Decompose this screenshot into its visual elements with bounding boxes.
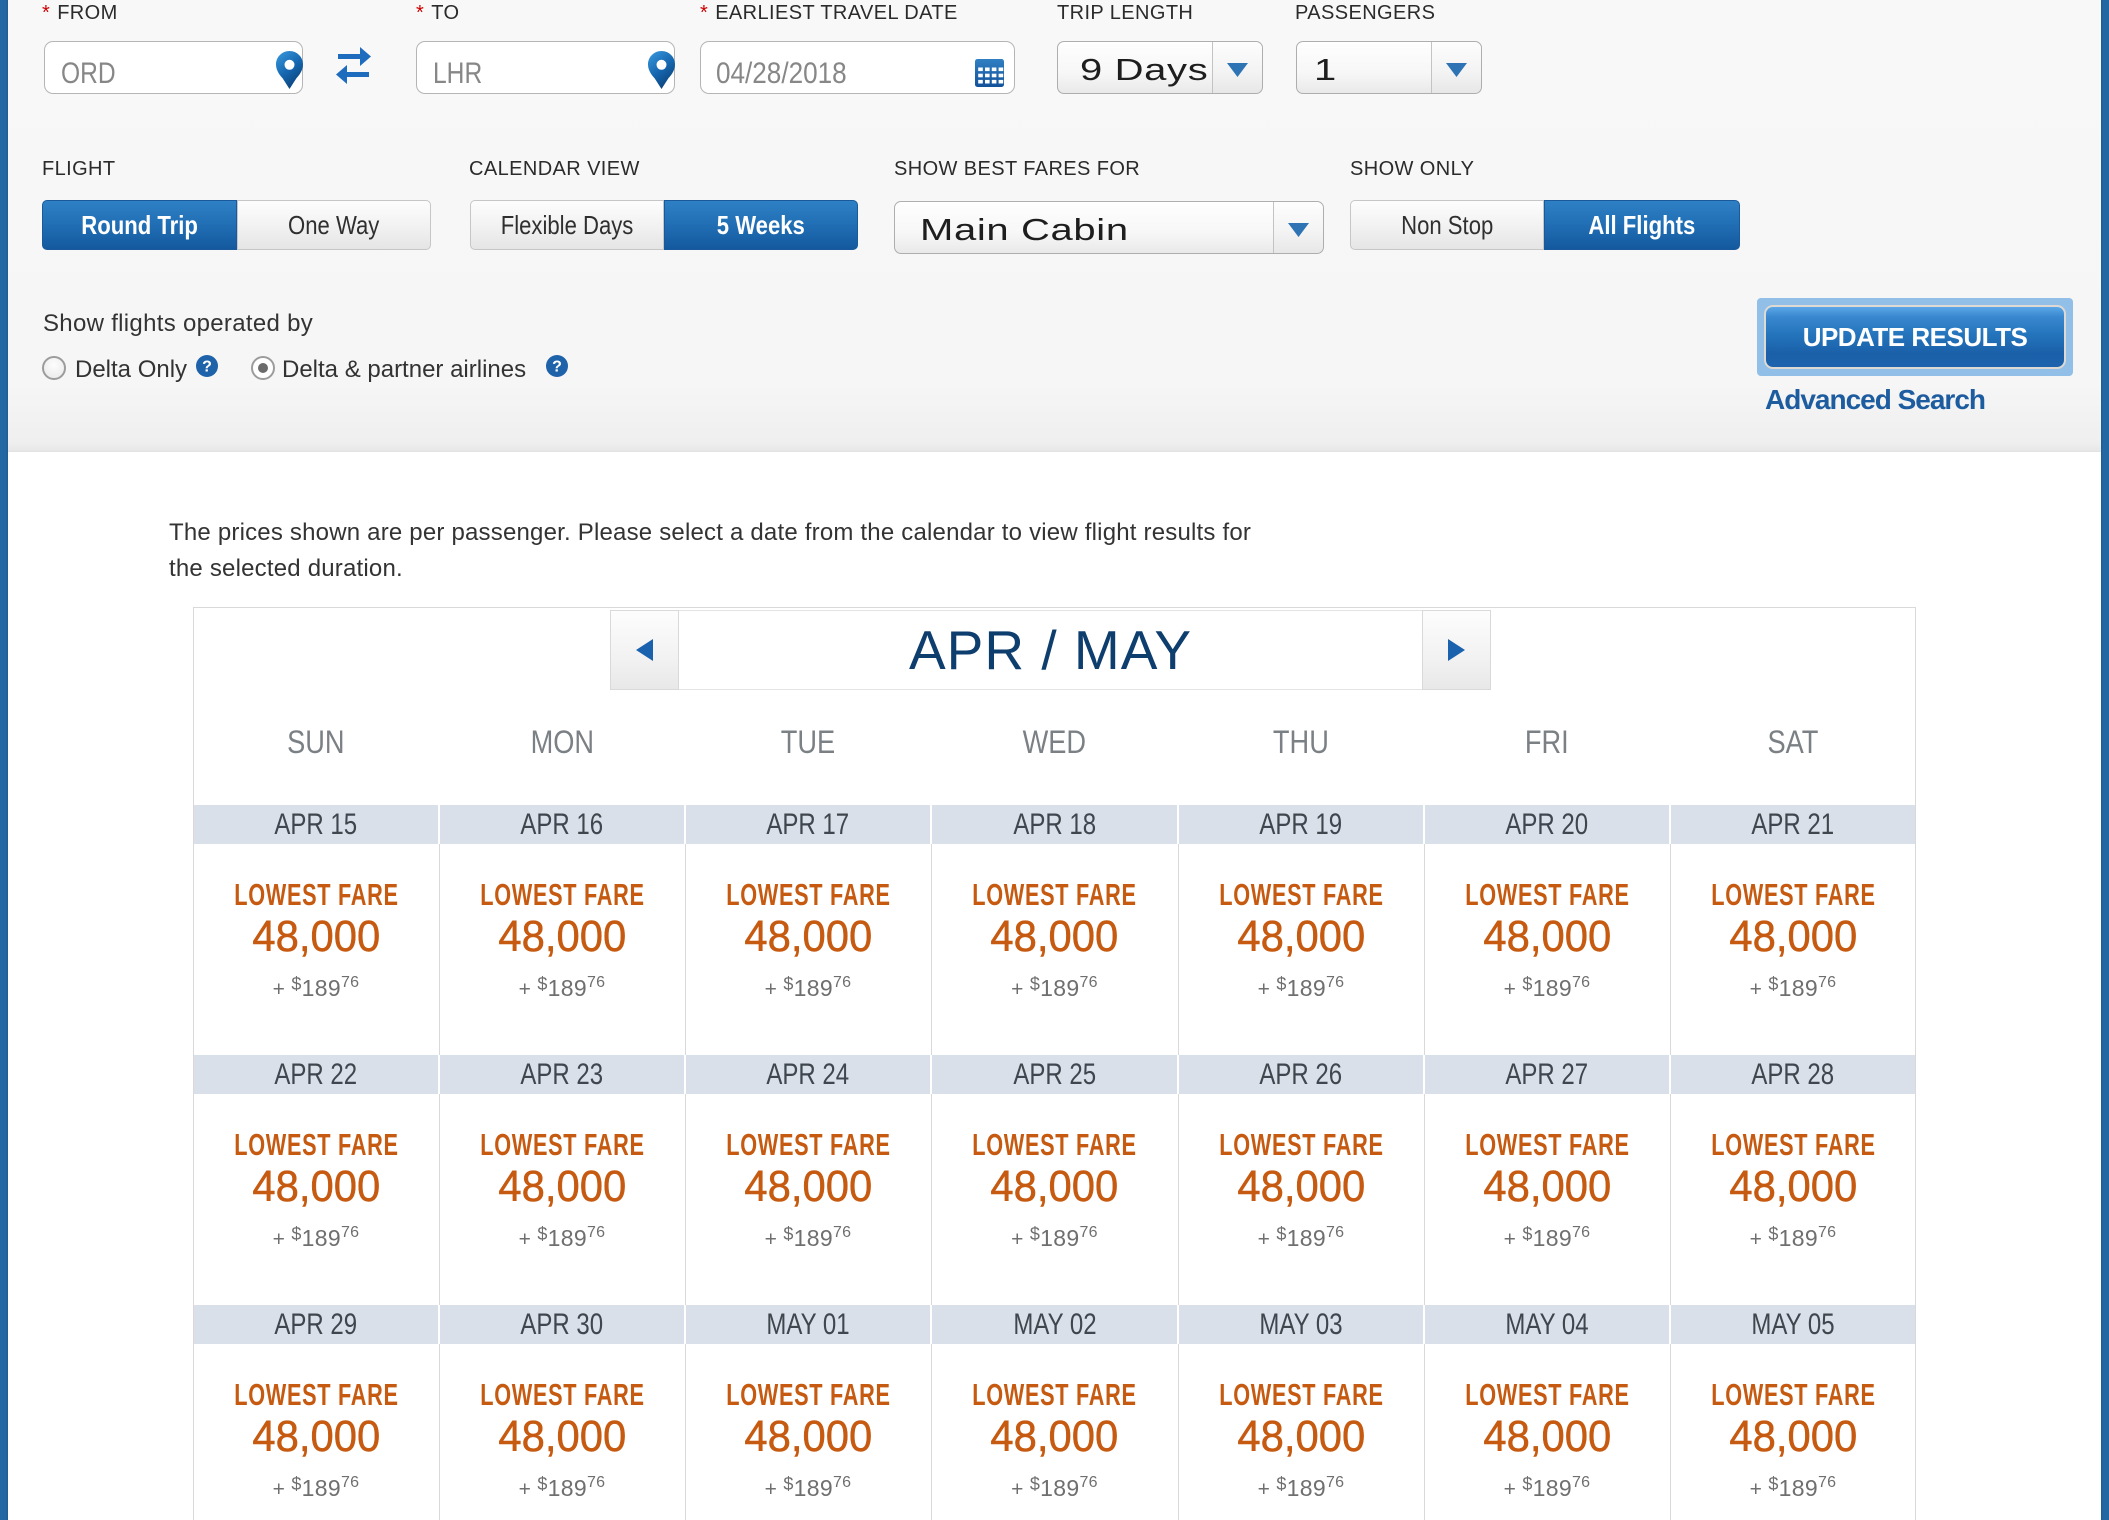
- svg-text:?: ?: [552, 359, 562, 376]
- svg-text:?: ?: [202, 359, 212, 376]
